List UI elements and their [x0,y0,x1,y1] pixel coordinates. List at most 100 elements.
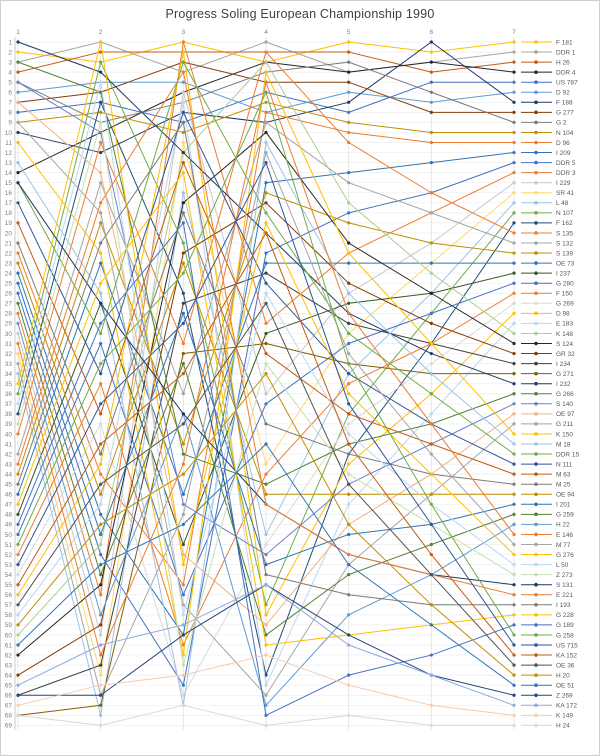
series-marker [181,653,185,657]
x-tick-label: 6 [430,29,434,36]
legend-label: F 162 [556,220,573,227]
series-marker [99,402,103,406]
legend-label: Z 269 [556,693,573,700]
series-marker [264,321,268,325]
y-tick-label: 64 [5,672,13,679]
series-marker [512,633,516,637]
legend-label: D 98 [556,311,570,318]
series-marker [264,231,268,235]
series-marker [99,583,103,587]
y-tick-label: 38 [5,411,13,418]
legend-label: KA 152 [556,652,577,659]
series-marker [264,723,268,728]
series-marker [16,713,20,717]
series-marker [16,703,20,707]
series-marker [429,241,433,245]
legend-swatch-marker [534,60,538,64]
series-marker [512,402,516,406]
series-marker [512,693,516,697]
series-marker [347,321,351,325]
legend-swatch-marker [534,90,538,95]
series-marker [347,482,351,486]
series-marker [512,512,516,516]
series-marker [347,281,351,285]
series-marker [512,502,516,506]
legend-swatch-marker [534,251,538,255]
legend-swatch-marker [534,231,538,235]
series-marker [512,211,516,215]
series-marker [512,70,516,74]
series-marker [99,100,103,104]
legend-swatch-marker [534,241,538,245]
series-marker [99,613,103,617]
series-marker [16,311,20,315]
series-marker [181,623,185,627]
series-marker [347,110,351,114]
series-marker [347,552,351,557]
y-tick-label: 12 [5,150,13,157]
legend-label: H 20 [556,672,570,679]
legend-label: OE 36 [556,662,575,669]
y-tick-label: 58 [5,612,13,619]
y-tick-label: 41 [5,441,13,448]
series-marker [16,362,20,366]
legend-label: DDR 4 [556,69,576,76]
legend-label: F 188 [556,100,573,107]
legend-swatch-marker [534,633,538,637]
series-marker [16,462,20,466]
y-tick-label: 11 [5,140,12,147]
legend-label: I 201 [556,502,571,509]
series-marker [429,603,433,607]
series-marker [512,80,516,84]
series-marker [16,161,20,165]
series-marker [99,593,103,597]
series-marker [99,50,103,54]
series-marker [429,542,433,547]
legend-swatch-marker [534,422,538,426]
legend-label: G 2 [556,120,567,127]
series-marker [347,261,351,265]
series-marker [16,522,20,527]
series-marker [264,422,268,426]
series-marker [181,130,185,135]
legend-label: H 26 [556,59,570,66]
series-marker [16,392,20,396]
series-marker [16,603,20,607]
series-marker [347,643,351,647]
series-marker [181,291,185,295]
y-tick-label: 20 [5,230,13,237]
series-marker [347,573,351,577]
series-marker [347,432,351,436]
series-marker [16,331,20,336]
y-tick-label: 29 [5,321,13,328]
series-marker [264,693,268,697]
series-marker [99,321,103,325]
y-tick-label: 57 [5,602,13,609]
series-marker [347,331,351,336]
legend-swatch-marker [534,371,538,376]
legend-swatch-marker [534,693,538,698]
series-marker [429,261,433,265]
series-marker [347,221,351,225]
series-marker [429,502,433,506]
series-marker [512,482,516,486]
legend-swatch-marker [534,261,538,265]
series-marker [99,643,103,647]
series-marker [347,633,351,637]
series-marker [264,60,268,64]
legend-swatch-marker [534,442,538,446]
series-marker [512,60,516,64]
legend-label: G 276 [556,552,574,559]
legend-label: I 232 [556,381,571,388]
legend-label: F 150 [556,291,573,298]
series-marker [429,70,433,74]
series-marker [512,673,516,677]
series-marker [99,482,103,486]
series-marker [429,472,433,476]
series-marker [181,583,185,587]
legend-swatch-marker [534,472,538,476]
legend-label: F 181 [556,39,573,46]
series-marker [512,522,516,527]
series-marker [347,372,351,376]
series-marker [512,452,516,456]
